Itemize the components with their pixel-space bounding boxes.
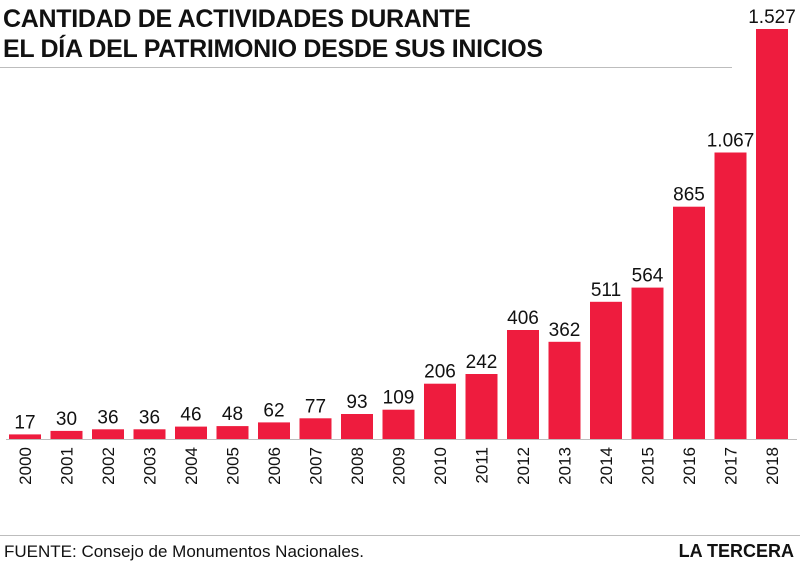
x-tick-label-2012: 2012 [514, 447, 533, 485]
bar-2002 [92, 429, 124, 439]
value-label-2007: 77 [305, 396, 326, 417]
title-divider [0, 67, 732, 68]
value-label-2017: 1.067 [707, 131, 755, 152]
value-label-2001: 30 [56, 409, 77, 430]
value-label-2005: 48 [222, 404, 243, 425]
x-tick-label-2001: 2001 [58, 447, 77, 485]
value-label-2000: 17 [14, 412, 35, 433]
bar-2000 [9, 434, 41, 439]
x-tick-label-2004: 2004 [182, 447, 201, 485]
brand-logo: LA TERCERA [678, 541, 794, 561]
x-tick-label-2018: 2018 [763, 447, 782, 485]
value-label-2006: 62 [263, 400, 284, 421]
value-label-2015: 564 [632, 266, 664, 287]
x-tick-label-2015: 2015 [639, 447, 658, 485]
value-label-2018: 1.527 [748, 7, 796, 28]
x-tick-label-2011: 2011 [473, 447, 492, 484]
value-label-2012: 406 [507, 308, 539, 329]
bar-2008 [341, 414, 373, 439]
x-tick-label-2000: 2000 [16, 447, 35, 485]
value-label-2004: 46 [180, 405, 201, 426]
x-tick-label-2005: 2005 [224, 447, 243, 485]
x-tick-label-2010: 2010 [431, 447, 450, 485]
chart-title: CANTIDAD DE ACTIVIDADES DURANTE EL DÍA D… [3, 4, 563, 64]
bar-2005 [216, 426, 249, 439]
x-tick-label-2013: 2013 [556, 447, 575, 485]
bar-chart: 17 2000 30 2001 36 2002 36 2003 46 2004 48 2005 62 20… [6, 7, 797, 485]
value-label-2008: 93 [346, 392, 367, 413]
bar-2014 [590, 301, 622, 439]
bar-2016 [673, 206, 705, 439]
footer-divider [0, 535, 800, 536]
x-tick-label-2003: 2003 [141, 447, 160, 485]
bar-2007 [299, 418, 332, 439]
bar-2009 [382, 409, 415, 439]
x-tick-label-2009: 2009 [390, 447, 409, 485]
bar-2004 [175, 426, 207, 439]
value-label-2013: 362 [549, 320, 581, 341]
title-line-1: CANTIDAD DE ACTIVIDADES DURANTE [3, 5, 471, 33]
x-tick-label-2002: 2002 [99, 447, 118, 485]
bar-2018 [756, 29, 788, 439]
title-line-2: EL DÍA DEL PATRIMONIO DESDE SUS INICIOS [3, 35, 543, 63]
x-tick-label-2014: 2014 [597, 447, 616, 485]
x-tick-label-2016: 2016 [680, 447, 699, 485]
value-label-2016: 865 [673, 185, 705, 206]
value-label-2010: 206 [424, 362, 456, 383]
bar-2015 [631, 287, 664, 439]
x-tick-label-2017: 2017 [722, 447, 741, 485]
bar-2001 [50, 430, 83, 439]
value-label-2002: 36 [97, 407, 118, 428]
bar-2012 [507, 330, 539, 439]
value-label-2011: 242 [466, 352, 498, 373]
bar-2003 [133, 429, 166, 439]
bar-2011 [465, 374, 498, 439]
x-tick-label-2008: 2008 [348, 447, 367, 485]
x-tick-label-2007: 2007 [307, 447, 326, 485]
value-label-2014: 511 [591, 280, 621, 301]
x-tick-label-2006: 2006 [265, 447, 284, 485]
value-label-2003: 36 [139, 407, 160, 428]
bar-2010 [424, 383, 456, 439]
bar-2017 [714, 152, 747, 439]
source-note: FUENTE: Consejo de Monumentos Nacionales… [4, 542, 364, 561]
value-label-2009: 109 [383, 388, 415, 409]
bar-2013 [548, 341, 581, 439]
bar-2006 [258, 422, 290, 439]
